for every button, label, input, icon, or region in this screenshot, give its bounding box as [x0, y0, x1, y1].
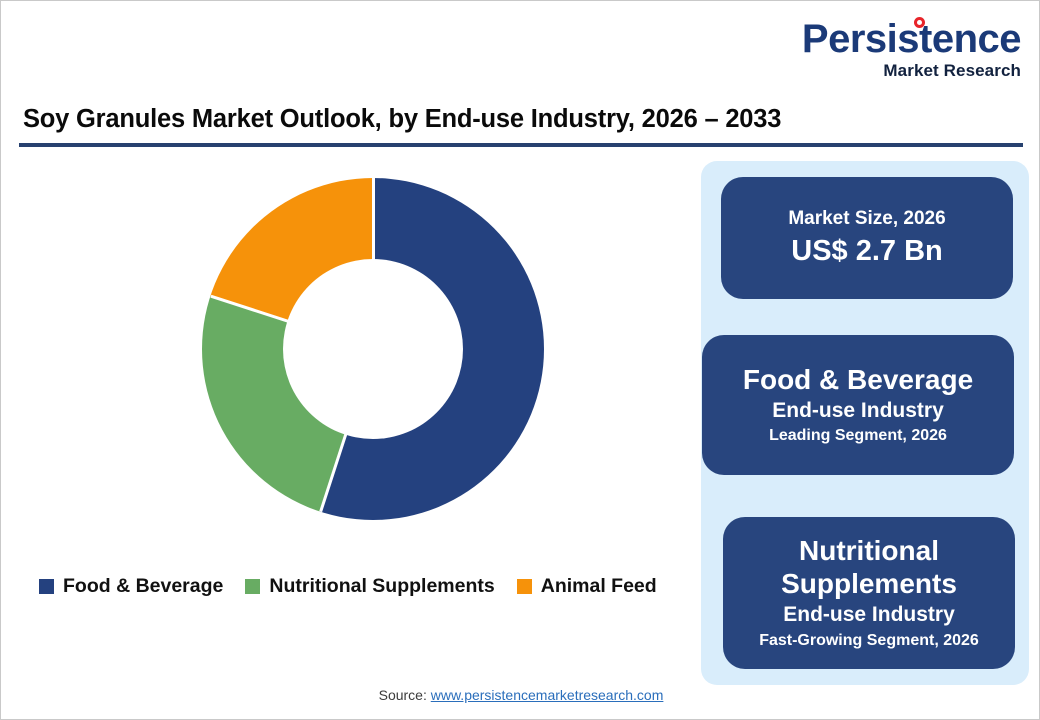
- leading-segment-name: Food & Beverage: [742, 363, 974, 395]
- fast-growing-segment-name-line2: Supplements: [781, 568, 957, 600]
- leading-segment-note: Leading Segment, 2026: [769, 427, 947, 445]
- market-size-value: US$ 2.7 Bn: [791, 234, 943, 267]
- legend-item-label: Food & Beverage: [63, 575, 224, 597]
- source-prefix: Source:: [378, 687, 427, 703]
- legend-swatch-icon: [245, 579, 261, 594]
- legend-item: Animal Feed: [516, 575, 657, 598]
- legend-item: Food & Beverage: [39, 575, 223, 598]
- fast-growing-segment-note: Fast-Growing Segment, 2026: [759, 631, 979, 649]
- market-size-heading: Market Size, 2026: [788, 208, 946, 229]
- donut-chart-graphic: [202, 178, 544, 520]
- title-divider: [19, 143, 1023, 147]
- page-title: Soy Granules Market Outlook, by End-use …: [23, 105, 782, 133]
- legend-item-label: Nutritional Supplements: [269, 575, 495, 597]
- fast-growing-segment-card: Nutritional Supplements End-use Industry…: [723, 517, 1015, 669]
- leading-segment-card: Food & Beverage End-use Industry Leading…: [702, 335, 1014, 475]
- highlights-panel: Market Size, 2026 US$ 2.7 Bn Food & Beve…: [701, 161, 1029, 685]
- chart-legend: Food & Beverage Nutritional Supplements An…: [39, 575, 657, 598]
- brand-logo: Persistence Market Research: [785, 17, 1022, 80]
- source-link[interactable]: www.persistencemarketresearch.com: [430, 687, 664, 703]
- legend-item-label: Animal Feed: [540, 575, 657, 597]
- legend-swatch-icon: [516, 579, 532, 594]
- leading-segment-category: End-use Industry: [772, 398, 944, 422]
- brand-name-wrap: Persistence: [801, 17, 1022, 61]
- market-size-card: Market Size, 2026 US$ 2.7 Bn: [721, 177, 1013, 299]
- legend-item: Nutritional Supplements: [245, 575, 495, 598]
- fast-growing-segment-category: End-use Industry: [783, 603, 955, 627]
- donut-chart: [15, 159, 687, 559]
- brand-tagline: Market Research: [883, 61, 1021, 80]
- brand-dot-icon: [913, 17, 925, 28]
- fast-growing-segment-name-line1: Nutritional: [799, 535, 939, 567]
- donut-center-hole: [283, 259, 463, 439]
- brand-name: Persistence: [801, 17, 1022, 61]
- legend-swatch-icon: [39, 579, 54, 594]
- donut-ring: [202, 178, 544, 520]
- source-line: Source: www.persistencemarketresearch.co…: [1, 687, 1039, 703]
